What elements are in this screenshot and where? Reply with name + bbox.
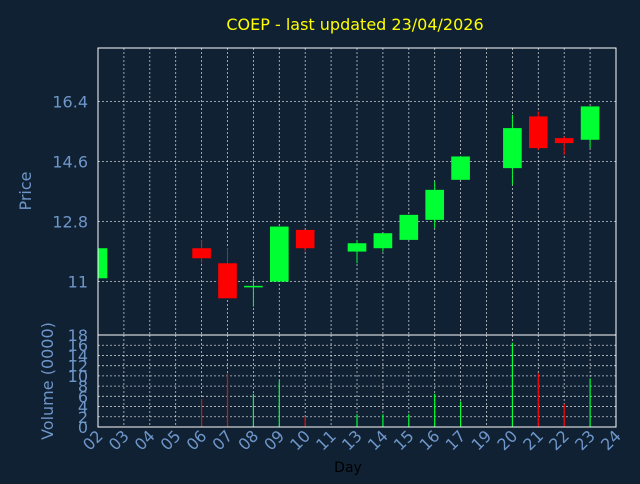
x-tick-label: 20 xyxy=(493,426,521,454)
x-tick-label: 07 xyxy=(208,426,236,454)
panel-frames xyxy=(97,47,617,428)
price-grid xyxy=(98,48,616,335)
price-y-tick-label: 16.4 xyxy=(52,92,88,111)
candle-body xyxy=(580,106,600,140)
price-panel-frame xyxy=(97,47,617,336)
x-tick-label: 06 xyxy=(183,426,211,454)
candle-body xyxy=(347,243,367,252)
price-y-tick-labels: 16.4 14.6 12.8 11 xyxy=(52,92,88,291)
volume-axis-label: Volume (0000) xyxy=(38,322,57,440)
volume-y-tick-label: 4 xyxy=(78,398,88,417)
volume-y-tick-label: 16 xyxy=(68,336,88,355)
x-tick-label: 14 xyxy=(364,426,392,454)
x-tick-label: 23 xyxy=(571,426,599,454)
volume-panel-frame xyxy=(97,334,617,428)
price-y-tick-label: 11 xyxy=(68,273,88,292)
volume-y-tick-label: 0 xyxy=(78,418,88,437)
candle-body xyxy=(399,214,419,240)
candle-body xyxy=(451,156,470,180)
x-axis-label: Day xyxy=(334,460,362,476)
chart-title: COEP - last updated 23/04/2026 xyxy=(226,15,483,34)
volume-y-tick-label: 18 xyxy=(68,326,88,345)
candle-body xyxy=(192,248,211,259)
volume-y-tick-label: 6 xyxy=(78,387,88,406)
candle-body xyxy=(269,226,289,282)
x-tick-label: 09 xyxy=(260,426,288,454)
x-tick-label: 13 xyxy=(338,426,366,454)
candle-body xyxy=(295,229,315,249)
price-y-tick-label: 14.6 xyxy=(52,152,88,171)
x-tick-label: 03 xyxy=(105,426,133,454)
candle-body xyxy=(218,263,237,299)
x-tick-label: 24 xyxy=(597,426,625,454)
volume-y-tick-label: 2 xyxy=(78,408,88,427)
x-tick-label: 21 xyxy=(519,426,547,454)
candle-body xyxy=(528,116,548,149)
candle-body xyxy=(244,285,263,288)
candle-body xyxy=(503,128,522,169)
candle-body xyxy=(554,138,574,144)
volume-y-tick-label: 14 xyxy=(68,346,88,365)
candles xyxy=(97,106,600,307)
x-tick-label: 04 xyxy=(131,426,159,454)
volume-y-tick-label: 12 xyxy=(68,357,88,376)
x-tick-labels: 0203040506070809101113141516171920212223… xyxy=(79,426,625,454)
x-tick-label: 15 xyxy=(390,426,418,454)
x-tick-label: 17 xyxy=(442,426,470,454)
candle-body xyxy=(373,233,393,249)
x-tick-label: 19 xyxy=(467,426,495,454)
candle-body xyxy=(425,189,445,220)
x-tick-label: 11 xyxy=(312,426,340,454)
candle-body xyxy=(98,248,108,279)
x-tick-label: 08 xyxy=(234,426,262,454)
x-tick-label: 22 xyxy=(545,426,573,454)
price-axis-label: Price xyxy=(16,171,35,210)
volume-bars xyxy=(201,342,591,427)
x-tick-label: 05 xyxy=(157,426,185,454)
volume-y-tick-label: 8 xyxy=(78,377,88,396)
x-tick-label: 16 xyxy=(416,426,444,454)
volume-y-tick-label: 10 xyxy=(68,367,88,386)
x-tick-label: 10 xyxy=(286,426,314,454)
price-y-tick-label: 12.8 xyxy=(52,213,88,232)
